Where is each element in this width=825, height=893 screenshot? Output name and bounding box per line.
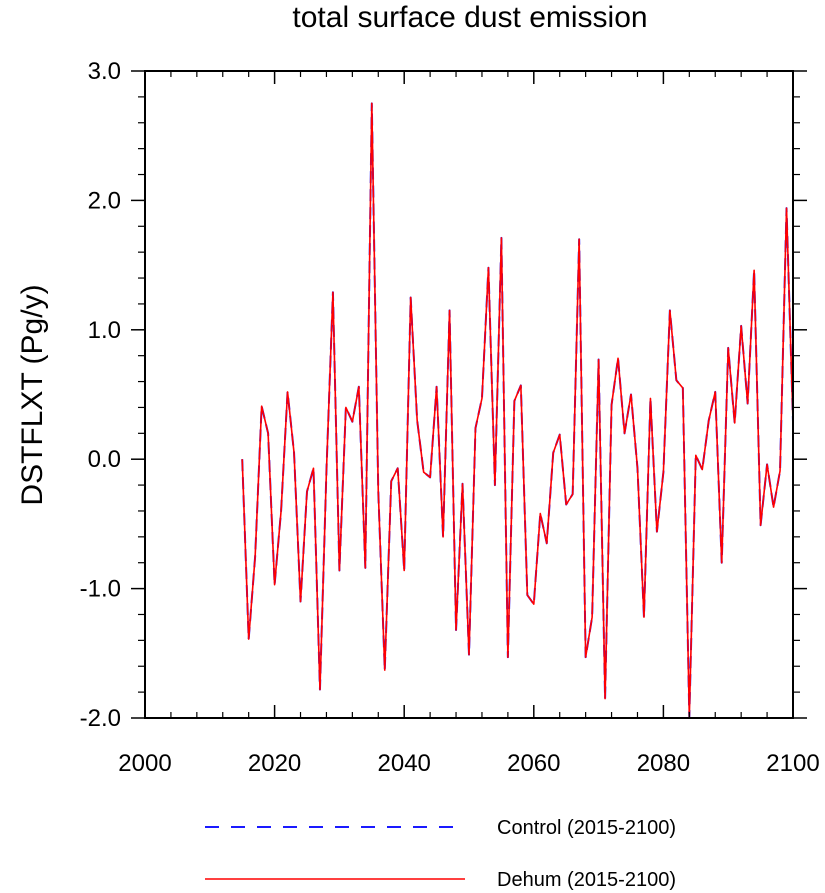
y-tick-label: 3.0 bbox=[88, 58, 121, 85]
y-tick-label: 0.0 bbox=[88, 446, 121, 473]
x-tick-label: 2080 bbox=[637, 750, 690, 777]
legend: Control (2015-2100) Dehum (2015-2100) bbox=[205, 817, 676, 891]
chart-title: total surface dust emission bbox=[292, 1, 647, 34]
legend-label-1: Control (2015-2100) bbox=[497, 817, 676, 839]
plot-frame bbox=[144, 70, 794, 719]
x-tick-label: 2020 bbox=[248, 750, 301, 777]
y-tick-label: -2.0 bbox=[80, 705, 121, 732]
axes: 2000 2020 2040 2060 2080 2100 -2.0 -1.0 0.0 1.0 2.… bbox=[80, 58, 820, 777]
plot-area bbox=[241, 102, 794, 718]
x-tick-label: 2060 bbox=[507, 750, 560, 777]
y-tick-label: -1.0 bbox=[80, 576, 121, 603]
y-tick-label: 1.0 bbox=[88, 317, 121, 344]
x-tick-label: 2000 bbox=[118, 750, 171, 777]
x-tick-label: 2100 bbox=[766, 750, 819, 777]
y-axis-title: DSTFLXT (Pg/y) bbox=[16, 284, 49, 505]
y-tick-label: 2.0 bbox=[88, 187, 121, 214]
legend-label-2: Dehum (2015-2100) bbox=[497, 869, 676, 891]
series-line-2 bbox=[241, 102, 794, 718]
x-tick-label: 2040 bbox=[378, 750, 431, 777]
